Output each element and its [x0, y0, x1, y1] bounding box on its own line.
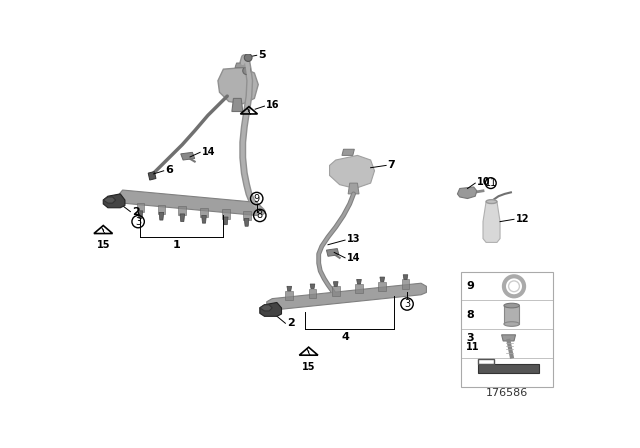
Text: 176586: 176586	[486, 388, 528, 397]
Text: 12: 12	[516, 214, 529, 224]
Text: 14: 14	[347, 253, 360, 263]
Polygon shape	[200, 208, 208, 217]
Polygon shape	[308, 289, 316, 298]
Polygon shape	[267, 283, 426, 310]
Polygon shape	[232, 99, 243, 112]
Text: 2: 2	[287, 318, 294, 328]
Text: 8: 8	[257, 211, 263, 220]
Polygon shape	[101, 227, 105, 234]
Polygon shape	[180, 152, 195, 160]
Text: 15: 15	[302, 362, 316, 372]
Polygon shape	[348, 183, 359, 194]
Polygon shape	[356, 280, 362, 284]
Text: 11: 11	[466, 342, 479, 352]
Polygon shape	[103, 197, 116, 203]
Text: 14: 14	[202, 146, 215, 156]
Polygon shape	[403, 275, 408, 280]
Polygon shape	[504, 306, 520, 324]
Polygon shape	[326, 249, 339, 256]
Polygon shape	[136, 203, 145, 212]
Text: 6: 6	[165, 165, 173, 175]
Polygon shape	[119, 190, 260, 215]
Text: 16: 16	[266, 100, 280, 110]
Circle shape	[243, 67, 250, 74]
Polygon shape	[287, 286, 292, 291]
Text: 10: 10	[477, 177, 490, 187]
Text: 8: 8	[466, 310, 474, 320]
Polygon shape	[138, 211, 143, 219]
Circle shape	[244, 54, 252, 61]
Polygon shape	[202, 215, 206, 223]
Polygon shape	[332, 286, 340, 296]
Ellipse shape	[486, 200, 497, 203]
Text: 1: 1	[173, 240, 180, 250]
Text: 3: 3	[135, 217, 141, 227]
Polygon shape	[483, 202, 500, 242]
Polygon shape	[148, 172, 156, 180]
Polygon shape	[307, 349, 310, 356]
Text: 15: 15	[97, 240, 110, 250]
Polygon shape	[222, 209, 230, 219]
Text: 4: 4	[341, 332, 349, 342]
Circle shape	[509, 281, 520, 292]
Polygon shape	[159, 212, 164, 220]
Polygon shape	[247, 108, 251, 115]
Polygon shape	[478, 364, 539, 373]
Polygon shape	[260, 302, 282, 316]
Polygon shape	[180, 214, 184, 222]
Polygon shape	[330, 155, 374, 189]
Polygon shape	[378, 282, 386, 291]
Text: 7: 7	[388, 159, 396, 170]
Text: 3: 3	[466, 333, 474, 343]
Polygon shape	[235, 63, 249, 68]
Polygon shape	[380, 277, 385, 282]
Polygon shape	[310, 284, 315, 289]
Text: 2: 2	[132, 207, 140, 217]
Polygon shape	[355, 284, 363, 293]
Ellipse shape	[504, 303, 520, 308]
Polygon shape	[402, 280, 410, 289]
Polygon shape	[179, 206, 186, 215]
Ellipse shape	[504, 322, 520, 326]
Polygon shape	[157, 205, 165, 214]
Polygon shape	[218, 68, 259, 104]
Polygon shape	[333, 282, 338, 286]
Polygon shape	[260, 305, 272, 311]
Text: 13: 13	[347, 234, 360, 244]
Polygon shape	[458, 187, 477, 198]
Polygon shape	[103, 194, 125, 208]
Polygon shape	[285, 291, 293, 300]
Polygon shape	[243, 211, 250, 220]
Text: 9: 9	[253, 194, 260, 203]
FancyBboxPatch shape	[461, 271, 553, 387]
Polygon shape	[244, 219, 249, 226]
Text: 5: 5	[259, 50, 266, 60]
Text: 3: 3	[404, 299, 410, 309]
Text: 9: 9	[466, 281, 474, 291]
Polygon shape	[342, 149, 355, 155]
Polygon shape	[502, 335, 516, 341]
Text: 11: 11	[484, 178, 497, 188]
Polygon shape	[223, 217, 228, 225]
